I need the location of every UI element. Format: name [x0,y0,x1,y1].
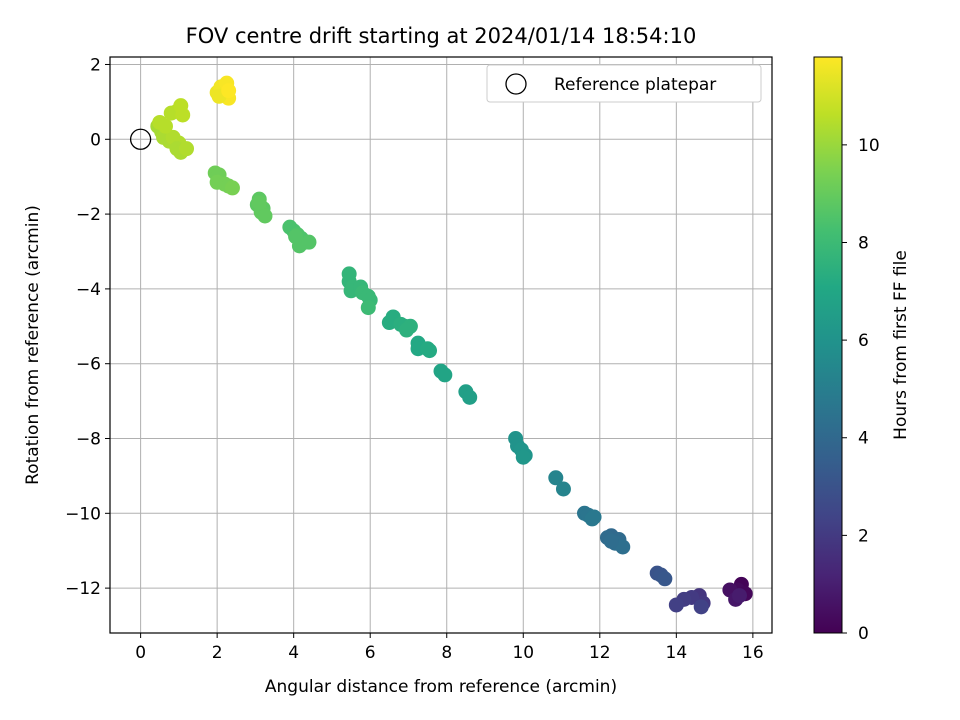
chart-title: FOV centre drift starting at 2024/01/14 … [186,24,697,48]
scatter-point [555,481,571,497]
scatter-point [221,83,237,99]
scatter-point [360,300,376,316]
scatter-point [462,389,478,405]
y-tick-label: 0 [90,130,101,150]
plot-frame [109,56,773,634]
x-axis-label: Angular distance from reference (arcmin) [265,677,617,697]
scatter-point [399,322,415,338]
reference-point-circle [129,128,152,150]
x-tick-label: 16 [742,643,764,663]
y-tick-label: −2 [76,205,101,225]
y-tick-label: −8 [76,430,101,450]
y-axis-label: Rotation from reference (arcmin) [23,205,43,485]
y-tick-label: −12 [65,579,101,599]
scatter-point [224,180,240,196]
legend-label: Reference platepar [554,75,716,95]
scatter-point [288,229,304,245]
colorbar-tick-label: 6 [858,331,869,351]
x-tick-label: 4 [288,643,299,663]
x-tick-label: 8 [441,643,452,663]
x-axis-ticks: 0 2 4 6 8 10 12 14 16 [135,633,764,663]
scatter-point [603,533,619,549]
legend-box [486,64,762,103]
colorbar-tick-label: 8 [858,233,869,253]
scatter-point [179,141,195,157]
legend-marker-circle [505,73,527,95]
y-tick-label: −6 [76,355,101,375]
scatter-point [175,107,191,123]
scatter-point [301,234,317,250]
scatter-point [251,195,267,211]
grid-lines [110,57,772,633]
scatter-point [615,539,631,555]
scatter-point [257,208,273,224]
scatter-point [381,315,397,331]
y-axis-ticks: 2 0 −2 −4 −6 −8 −10 −12 [65,55,110,599]
scatter-point [668,597,684,613]
colorbar-tick-label: 10 [858,136,880,156]
y-tick-label: −10 [65,504,101,524]
colorbar-ticks: 0 2 4 6 8 10 [842,136,880,644]
x-tick-label: 14 [666,643,688,663]
scatter-point [548,470,564,486]
x-tick-label: 2 [212,643,223,663]
scatter-point [731,588,747,604]
x-tick-label: 12 [589,643,611,663]
scatter-points [150,75,753,615]
y-tick-label: −4 [76,280,101,300]
legend: Reference platepar [486,64,762,103]
scatter-point [437,367,453,383]
scatter-point [422,343,438,359]
scatter-point [657,571,673,587]
colorbar-tick-label: 0 [858,624,869,644]
colorbar: 0 2 4 6 8 10 Hours from first FF file [813,56,911,644]
colorbar-tick-label: 4 [858,429,869,449]
scatter-point [586,509,602,525]
scatter-point [693,599,709,615]
colorbar-tick-label: 2 [858,526,869,546]
colorbar-gradient [813,56,843,634]
scatter-point [152,114,168,130]
scatter-point [515,449,531,465]
y-tick-label: 2 [90,55,101,75]
reference-marker [129,128,152,150]
x-tick-label: 10 [512,643,534,663]
x-tick-label: 6 [365,643,376,663]
x-tick-label: 0 [135,643,146,663]
colorbar-label: Hours from first FF file [891,250,911,440]
